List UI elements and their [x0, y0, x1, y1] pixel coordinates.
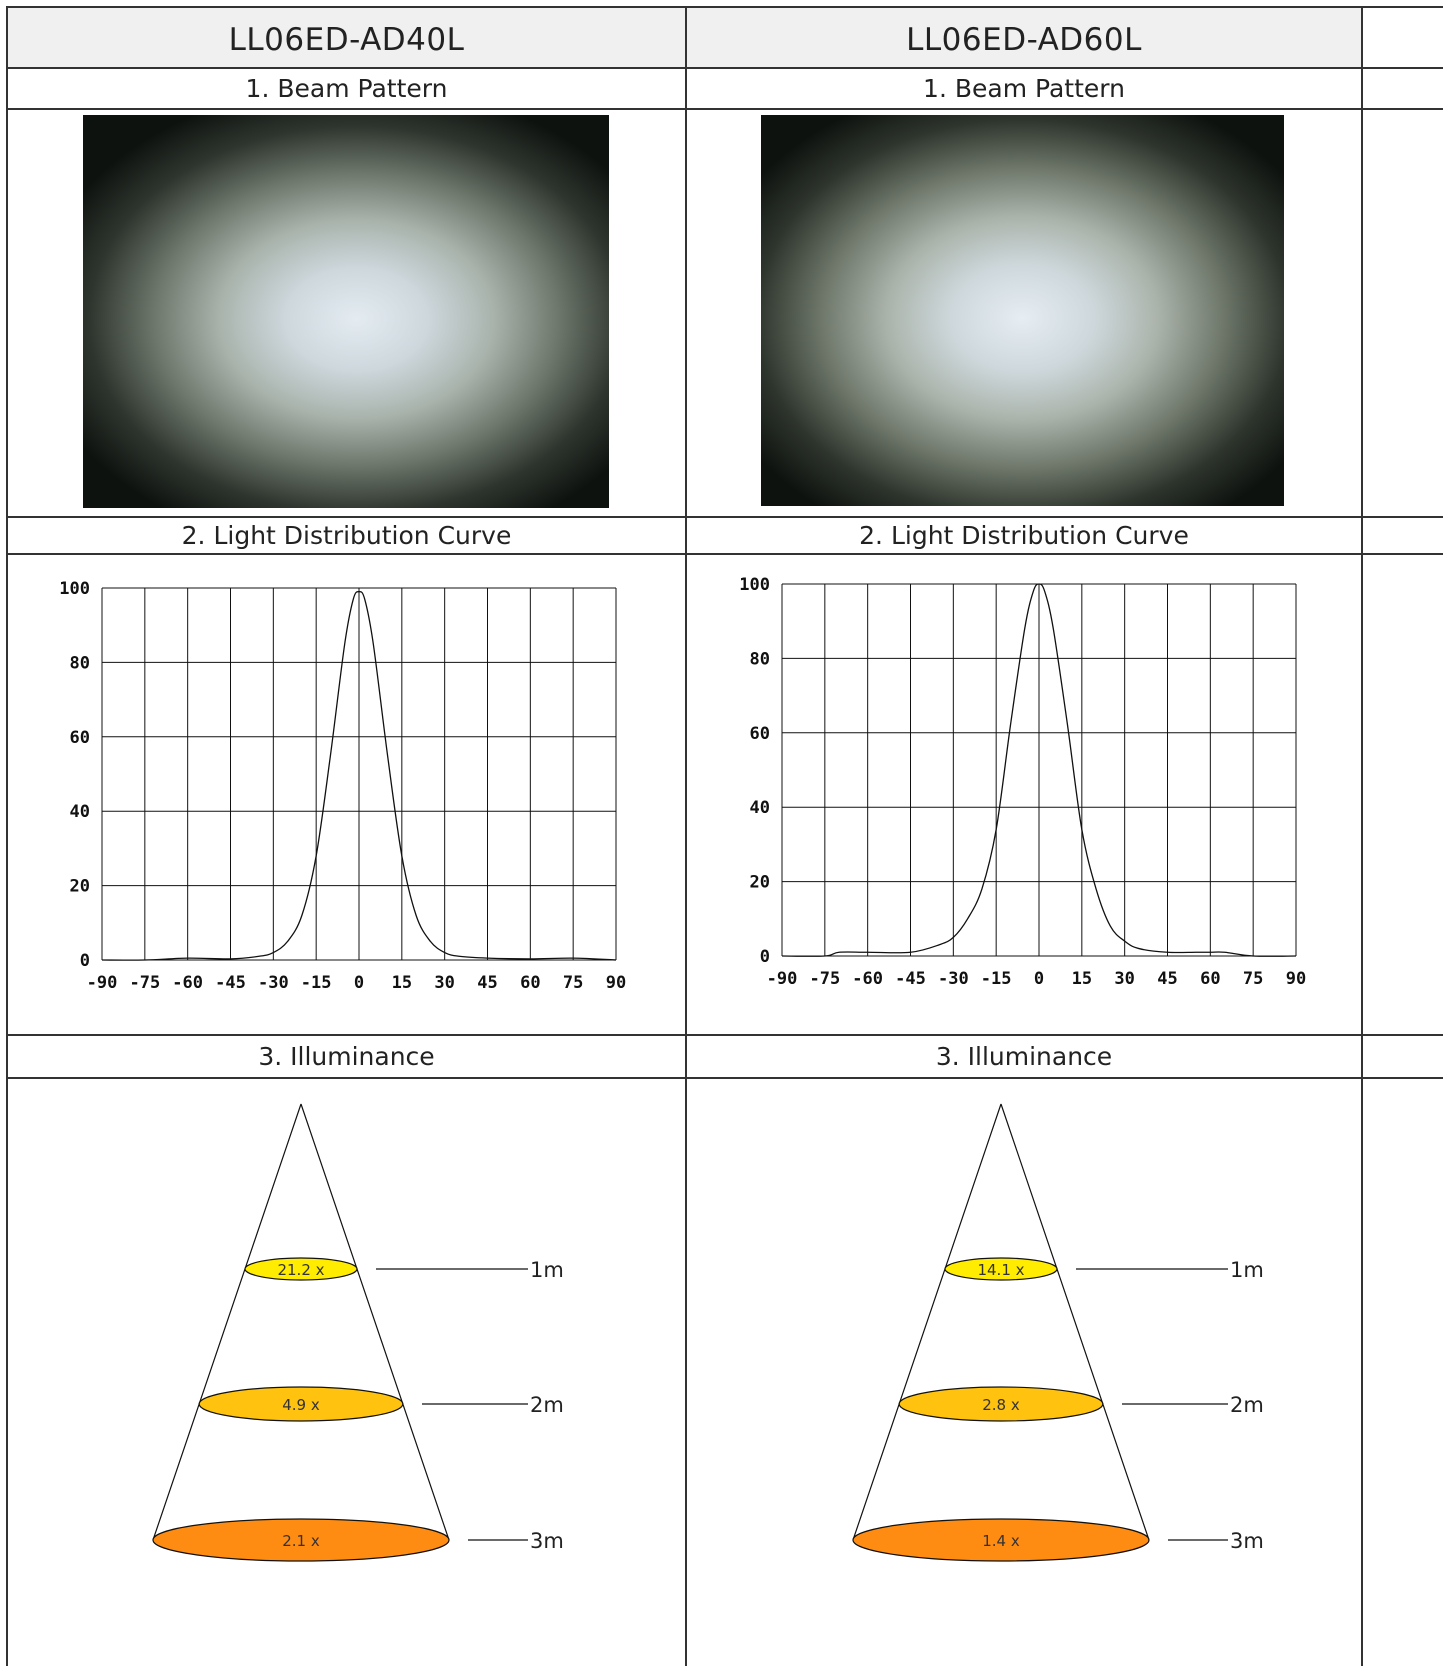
model-name-left: LL06ED-AD40L	[8, 8, 685, 67]
x-tick-label: 45	[477, 973, 497, 993]
illuminance-value: 21.2 x	[277, 1261, 324, 1279]
x-tick-label: -30	[938, 969, 969, 989]
table-border-left	[6, 6, 8, 1666]
illuminance-value: 4.9 x	[282, 1396, 320, 1414]
table-rule	[6, 553, 1443, 555]
table-rule	[6, 1034, 1443, 1036]
x-tick-label: -30	[258, 973, 289, 993]
chart-grid	[101, 587, 617, 961]
cone-edge-right	[300, 1103, 450, 1541]
y-tick-label: 20	[750, 873, 770, 893]
x-tick-label: -45	[215, 973, 246, 993]
x-tick-label: 75	[563, 973, 583, 993]
x-tick-label: -45	[895, 969, 926, 989]
x-tick-label: -15	[301, 973, 332, 993]
beam-pattern-image-left	[83, 115, 609, 508]
x-tick-label: -75	[129, 973, 160, 993]
illuminance-value: 2.8 x	[982, 1396, 1020, 1414]
y-tick-label: 0	[80, 951, 90, 971]
table-rule	[6, 516, 1443, 518]
illuminance-ellipse	[898, 1386, 1104, 1422]
distance-label: 3m	[530, 1529, 564, 1553]
distance-label: 2m	[1230, 1393, 1264, 1417]
chart-grid	[781, 583, 1297, 957]
y-tick-label: 80	[750, 649, 770, 669]
x-tick-label: -60	[852, 969, 883, 989]
distribution-curve-label-left: 2. Light Distribution Curve	[181, 521, 512, 550]
beam-pattern-label-right: 1. Beam Pattern	[923, 74, 1125, 103]
cone-edge-left	[852, 1103, 1002, 1541]
distance-label: 2m	[530, 1393, 564, 1417]
illuminance-value: 2.1 x	[282, 1532, 320, 1550]
y-tick-label: 80	[70, 653, 90, 673]
illuminance-ellipse	[944, 1257, 1058, 1281]
x-tick-label: 0	[1034, 969, 1044, 989]
model-name-right: LL06ED-AD60L	[687, 8, 1361, 67]
x-tick-label: 60	[1200, 969, 1220, 989]
table-border-top	[6, 6, 1443, 8]
beam-pattern-label-left: 1. Beam Pattern	[245, 74, 448, 103]
x-tick-label: 90	[606, 973, 626, 993]
table-rule	[6, 1077, 1443, 1079]
x-tick-label: 0	[354, 973, 364, 993]
cone-edge-right	[1000, 1103, 1150, 1541]
x-tick-label: -15	[981, 969, 1012, 989]
x-tick-label: 15	[392, 973, 412, 993]
x-tick-label: 90	[1286, 969, 1306, 989]
x-tick-label: -60	[172, 973, 203, 993]
illuminance-cone-left: 21.2 x 1m 4.9 x 2m 2.1 x 3m	[152, 1103, 564, 1562]
light-distribution-chart-right: -90 -75 -60 -45 -30 -15 0 15 30 45 60 75 90 0 20 40 60 80…	[739, 575, 1306, 989]
y-tick-label: 100	[59, 579, 90, 599]
spec-table: LL06ED-AD40L LL06ED-AD60L 1. Beam Patter…	[6, 6, 1443, 1666]
y-tick-label: 40	[70, 802, 90, 822]
x-tick-label: -90	[87, 973, 118, 993]
y-tick-label: 60	[70, 728, 90, 748]
x-tick-label: 45	[1157, 969, 1177, 989]
x-tick-label: 75	[1243, 969, 1263, 989]
distribution-curve-line	[101, 591, 617, 961]
illuminance-ellipse	[244, 1257, 358, 1281]
y-tick-label: 60	[750, 724, 770, 744]
y-tick-label: 40	[750, 798, 770, 818]
distribution-curve-line	[781, 583, 1297, 957]
illuminance-ellipse	[152, 1518, 450, 1562]
x-tick-label: -90	[767, 969, 798, 989]
x-tick-label: 60	[520, 973, 540, 993]
cone-edge-left	[152, 1103, 302, 1541]
x-tick-label: -75	[809, 969, 840, 989]
y-tick-label: 0	[760, 947, 770, 967]
beam-pattern-image-right	[761, 115, 1284, 506]
illuminance-ellipse	[198, 1386, 404, 1422]
light-distribution-chart-left: -90 -75 -60 -45 -30 -15 0 15 30 45 60 75 90 0 20 40 60 80…	[59, 579, 626, 993]
table-column-divider	[685, 6, 687, 1666]
x-tick-label: 30	[1114, 969, 1134, 989]
table-rule	[6, 108, 1443, 110]
illuminance-ellipse	[852, 1518, 1150, 1562]
distance-label: 1m	[530, 1258, 564, 1282]
distance-label: 3m	[1230, 1529, 1264, 1553]
illuminance-value: 1.4 x	[982, 1532, 1020, 1550]
illuminance-label-right: 3. Illuminance	[935, 1042, 1113, 1071]
x-tick-label: 15	[1072, 969, 1092, 989]
y-tick-label: 20	[70, 877, 90, 897]
distribution-curve-label-right: 2. Light Distribution Curve	[859, 521, 1189, 550]
distance-label: 1m	[1230, 1258, 1264, 1282]
illuminance-label-left: 3. Illuminance	[258, 1042, 435, 1071]
y-tick-label: 100	[739, 575, 770, 595]
illuminance-value: 14.1 x	[977, 1261, 1024, 1279]
table-rule	[6, 67, 1443, 69]
illuminance-cone-right: 14.1 x 1m 2.8 x 2m 1.4 x 3m	[852, 1103, 1264, 1562]
x-tick-label: 30	[434, 973, 454, 993]
table-border-right	[1361, 6, 1363, 1666]
